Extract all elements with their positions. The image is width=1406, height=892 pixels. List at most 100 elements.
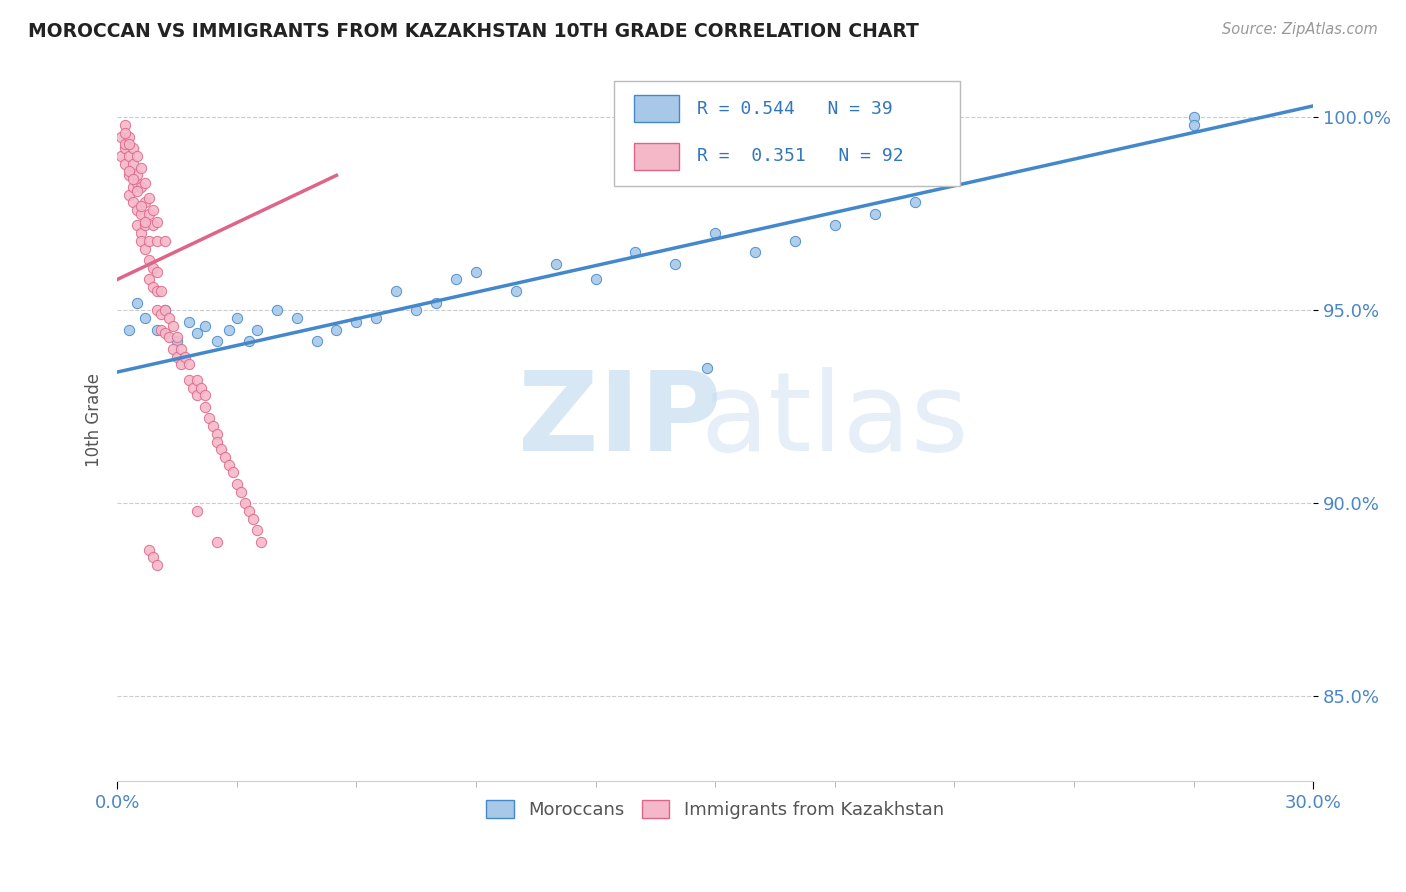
Point <box>222 466 245 480</box>
Point <box>129 226 152 240</box>
Point <box>863 207 886 221</box>
Point <box>218 458 240 472</box>
Point <box>465 265 488 279</box>
Point <box>225 477 247 491</box>
Point <box>134 311 156 326</box>
Point <box>174 350 197 364</box>
Point <box>114 141 136 155</box>
Point <box>114 137 136 152</box>
Point <box>142 219 165 233</box>
Text: ZIP: ZIP <box>517 367 721 474</box>
Point <box>153 303 176 318</box>
Point <box>122 180 145 194</box>
Point <box>385 284 408 298</box>
Point <box>624 245 647 260</box>
Point <box>146 214 169 228</box>
Point <box>205 426 228 441</box>
Point <box>127 169 149 183</box>
Point <box>246 523 269 537</box>
Point <box>110 149 132 163</box>
Text: atlas: atlas <box>700 367 969 474</box>
Point <box>238 334 260 349</box>
Point <box>118 129 141 144</box>
Point <box>129 234 152 248</box>
Point <box>157 311 180 326</box>
Point <box>146 558 169 572</box>
Point <box>127 219 149 233</box>
Point <box>134 176 156 190</box>
Point <box>118 323 141 337</box>
Point <box>122 141 145 155</box>
Point <box>166 334 188 349</box>
Point <box>425 295 447 310</box>
Point <box>186 504 208 518</box>
Point <box>134 195 156 210</box>
Point <box>138 192 160 206</box>
Point <box>122 172 145 186</box>
Bar <box>634 143 679 170</box>
Point <box>505 284 527 298</box>
Point <box>170 342 193 356</box>
Point <box>190 380 212 394</box>
Point <box>153 234 176 248</box>
Point <box>194 400 217 414</box>
Point <box>146 234 169 248</box>
Bar <box>634 95 679 122</box>
Point <box>142 202 165 217</box>
Point <box>138 234 160 248</box>
Point <box>114 126 136 140</box>
Point <box>138 253 160 268</box>
Point <box>153 303 176 318</box>
Point <box>146 265 169 279</box>
Legend: Moroccans, Immigrants from Kazakhstan: Moroccans, Immigrants from Kazakhstan <box>479 792 952 826</box>
Point <box>138 207 160 221</box>
Point <box>127 184 149 198</box>
Point <box>366 311 388 326</box>
Text: Source: ZipAtlas.com: Source: ZipAtlas.com <box>1222 22 1378 37</box>
Point <box>118 187 141 202</box>
Point <box>142 260 165 275</box>
Point <box>198 411 221 425</box>
Point <box>177 315 200 329</box>
Point <box>744 245 766 260</box>
Point <box>110 129 132 144</box>
Point <box>129 199 152 213</box>
Point <box>150 307 173 321</box>
Point <box>209 442 232 457</box>
Point <box>305 334 328 349</box>
Point <box>127 202 149 217</box>
Point <box>344 315 367 329</box>
Point <box>118 149 141 163</box>
Point <box>157 330 180 344</box>
Point <box>233 496 256 510</box>
Point <box>186 388 208 402</box>
Point <box>325 323 347 337</box>
Point <box>150 323 173 337</box>
Point <box>205 534 228 549</box>
Point <box>142 550 165 565</box>
Point <box>249 534 271 549</box>
Point <box>238 504 260 518</box>
Point <box>186 373 208 387</box>
Point <box>142 280 165 294</box>
Point <box>134 219 156 233</box>
Point <box>127 176 149 190</box>
Point <box>162 342 184 356</box>
Point <box>405 303 427 318</box>
Point <box>824 219 846 233</box>
Point <box>783 234 806 248</box>
Text: R =  0.351   N = 92: R = 0.351 N = 92 <box>697 147 904 165</box>
Point <box>138 272 160 286</box>
Point <box>177 357 200 371</box>
Point <box>153 326 176 341</box>
Point <box>146 323 169 337</box>
Point <box>166 350 188 364</box>
Point <box>181 380 204 394</box>
Text: MOROCCAN VS IMMIGRANTS FROM KAZAKHSTAN 10TH GRADE CORRELATION CHART: MOROCCAN VS IMMIGRANTS FROM KAZAKHSTAN 1… <box>28 22 920 41</box>
Point <box>205 334 228 349</box>
Point <box>129 161 152 175</box>
Point <box>285 311 308 326</box>
Point <box>194 318 217 333</box>
Point <box>704 226 727 240</box>
Point <box>134 214 156 228</box>
